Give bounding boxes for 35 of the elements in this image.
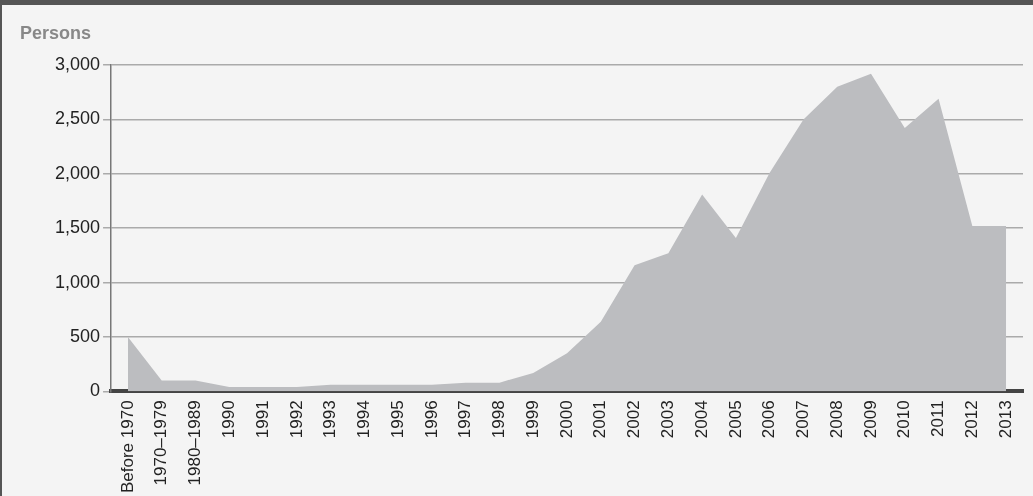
x-tick-label: 1997 xyxy=(455,400,475,439)
x-tick-label: 2007 xyxy=(793,400,813,439)
x-tick-label: 2006 xyxy=(759,400,779,439)
y-tick-label: 1,500 xyxy=(55,217,101,238)
x-tick-label: 2012 xyxy=(962,400,982,439)
x-tick-label: 2005 xyxy=(725,400,745,439)
x-tick-label: 2010 xyxy=(894,400,914,439)
x-tick-label: 1990 xyxy=(218,400,238,439)
y-tick-label: 0 xyxy=(90,380,101,401)
x-tick-label: 1993 xyxy=(320,400,340,439)
x-tick-label: 1998 xyxy=(489,400,509,439)
y-tick-label: 1,000 xyxy=(55,271,101,292)
x-tick-label: 1999 xyxy=(522,400,542,439)
x-tick-label: 1994 xyxy=(354,400,374,439)
x-tick-label: 1980–1989 xyxy=(185,400,205,486)
x-tick-label: 1995 xyxy=(387,400,407,439)
x-tick-label: 2000 xyxy=(556,400,576,439)
y-tick-label: 3,000 xyxy=(55,53,101,74)
x-tick-label: 1996 xyxy=(421,400,441,439)
y-tick-label: 2,500 xyxy=(55,108,101,129)
x-tick-label: 1992 xyxy=(286,400,306,439)
x-tick-label: 2013 xyxy=(995,400,1015,439)
x-tick-label: 2008 xyxy=(826,400,846,439)
x-tick-label: 1970–1979 xyxy=(151,400,171,486)
x-tick-label: 1991 xyxy=(252,400,272,439)
x-tick-label: 2003 xyxy=(658,400,678,439)
x-tick-label: 2004 xyxy=(691,400,711,439)
x-tick-label: Before 1970 xyxy=(117,400,137,494)
y-tick-label: 500 xyxy=(70,325,101,346)
y-tick-label: 2,000 xyxy=(55,162,101,183)
x-tick-label: 2002 xyxy=(624,400,644,439)
x-tick-label: 2011 xyxy=(928,400,948,437)
x-tick-label: 2001 xyxy=(590,400,610,439)
x-tick-label: 2009 xyxy=(860,400,880,439)
y-axis-title: Persons xyxy=(20,23,92,44)
